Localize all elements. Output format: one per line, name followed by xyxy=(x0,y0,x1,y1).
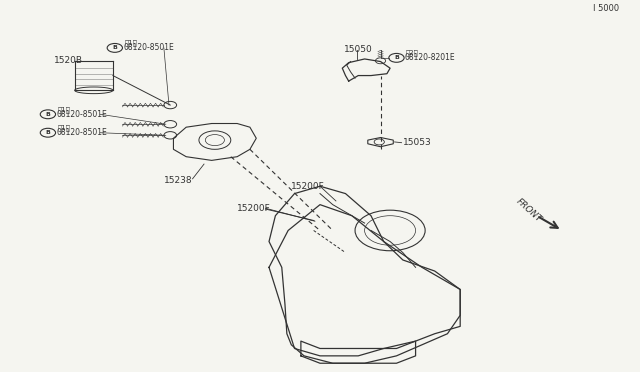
Text: B: B xyxy=(45,112,51,117)
Text: （2）: （2） xyxy=(406,50,419,57)
Text: I 5000: I 5000 xyxy=(593,4,620,13)
Text: B: B xyxy=(45,130,51,135)
Text: 08120-8501E: 08120-8501E xyxy=(56,110,107,119)
Text: B: B xyxy=(113,45,117,50)
Text: 15238: 15238 xyxy=(164,176,193,185)
Text: 15200F: 15200F xyxy=(237,204,271,213)
Text: FRONT: FRONT xyxy=(515,196,543,224)
Text: 08120-8501E: 08120-8501E xyxy=(123,44,174,52)
Text: 15053: 15053 xyxy=(403,138,431,147)
Text: 15200F: 15200F xyxy=(291,182,325,191)
Text: 08120-8501E: 08120-8501E xyxy=(56,128,107,137)
Text: B: B xyxy=(394,55,399,60)
Text: 15050: 15050 xyxy=(344,45,373,54)
Text: （1）: （1） xyxy=(124,40,138,46)
Text: （1）: （1） xyxy=(58,106,70,113)
Text: （1）: （1） xyxy=(58,125,70,131)
Text: 1520B: 1520B xyxy=(54,56,83,65)
Text: 08120-8201E: 08120-8201E xyxy=(404,53,456,62)
